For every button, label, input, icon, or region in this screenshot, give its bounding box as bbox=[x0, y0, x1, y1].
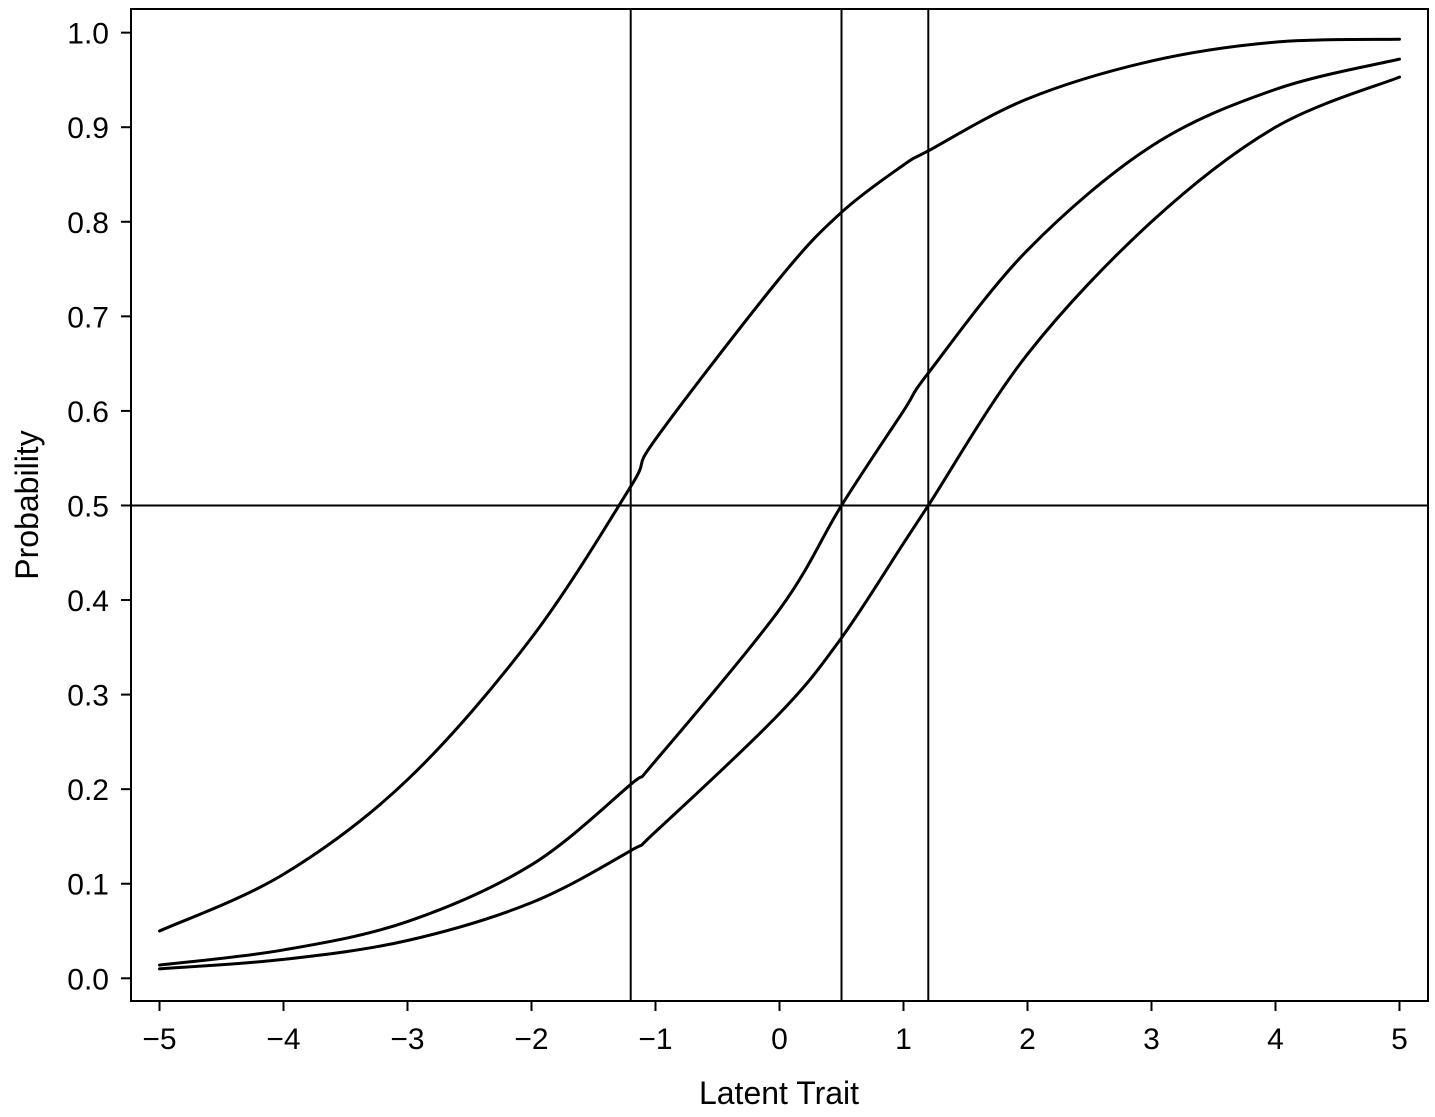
x-tick-label: 5 bbox=[1391, 1023, 1408, 1056]
y-tick-label: 0.5 bbox=[67, 490, 109, 523]
series-layer bbox=[158, 37, 1401, 971]
series-line-3 bbox=[158, 75, 1401, 971]
series-line-2 bbox=[158, 57, 1401, 967]
y-tick-label: 0.3 bbox=[67, 680, 109, 713]
y-tick-label: 0.0 bbox=[67, 963, 109, 996]
series-line-1 bbox=[158, 37, 1401, 933]
y-tick-label: 0.4 bbox=[67, 585, 109, 618]
x-tick-label: 1 bbox=[895, 1023, 912, 1056]
x-tick-label: 2 bbox=[1019, 1023, 1036, 1056]
x-tick-label: 0 bbox=[771, 1023, 788, 1056]
y-axis-title: Probability bbox=[9, 430, 45, 579]
x-tick-label: −4 bbox=[266, 1023, 300, 1056]
y-tick-label: 0.8 bbox=[67, 207, 109, 240]
x-axis-title: Latent Trait bbox=[699, 1075, 859, 1111]
y-axis: 0.0 0.1 0.2 0.3 0.4 0.5 0.6 0.7 0.8 0.9 1.0 bbox=[67, 18, 131, 996]
reference-lines bbox=[131, 9, 1428, 1001]
y-tick-label: 0.2 bbox=[67, 774, 109, 807]
x-tick-label: −2 bbox=[514, 1023, 548, 1056]
y-tick-label: 0.7 bbox=[67, 301, 109, 334]
x-tick-label: −1 bbox=[638, 1023, 672, 1056]
y-tick-label: 0.9 bbox=[67, 112, 109, 145]
x-tick-label: 4 bbox=[1267, 1023, 1284, 1056]
y-tick-label: 0.6 bbox=[67, 396, 109, 429]
y-tick-label: 0.1 bbox=[67, 869, 109, 902]
x-axis: −5 −4 −3 −2 −1 0 1 2 3 4 5 bbox=[142, 1001, 1408, 1056]
y-tick-label: 1.0 bbox=[67, 18, 109, 51]
x-tick-label: −5 bbox=[142, 1023, 176, 1056]
x-tick-label: 3 bbox=[1143, 1023, 1160, 1056]
x-tick-label: −3 bbox=[390, 1023, 424, 1056]
